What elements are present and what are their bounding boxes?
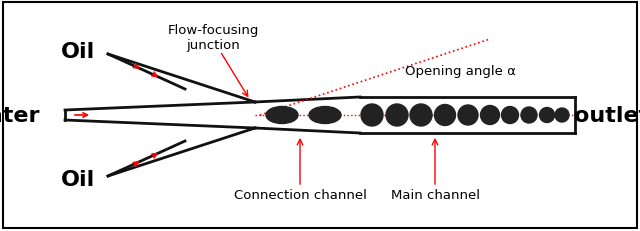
Ellipse shape — [521, 108, 537, 123]
Text: Water: Water — [0, 106, 40, 125]
Ellipse shape — [458, 106, 478, 125]
Text: outlet: outlet — [574, 106, 640, 125]
Text: Flow-focusing
junction: Flow-focusing junction — [167, 24, 259, 52]
Ellipse shape — [266, 107, 298, 124]
Text: Main channel: Main channel — [390, 189, 479, 202]
Text: Connection channel: Connection channel — [234, 189, 367, 202]
Ellipse shape — [481, 106, 499, 125]
Text: Oil: Oil — [61, 42, 95, 62]
Ellipse shape — [361, 105, 383, 126]
Ellipse shape — [502, 107, 518, 124]
Text: Opening angle α: Opening angle α — [404, 65, 515, 78]
Ellipse shape — [435, 105, 456, 126]
Ellipse shape — [410, 105, 432, 126]
Ellipse shape — [555, 109, 569, 122]
Ellipse shape — [540, 108, 554, 123]
Text: Oil: Oil — [61, 169, 95, 189]
Ellipse shape — [309, 107, 341, 124]
Ellipse shape — [386, 105, 408, 126]
